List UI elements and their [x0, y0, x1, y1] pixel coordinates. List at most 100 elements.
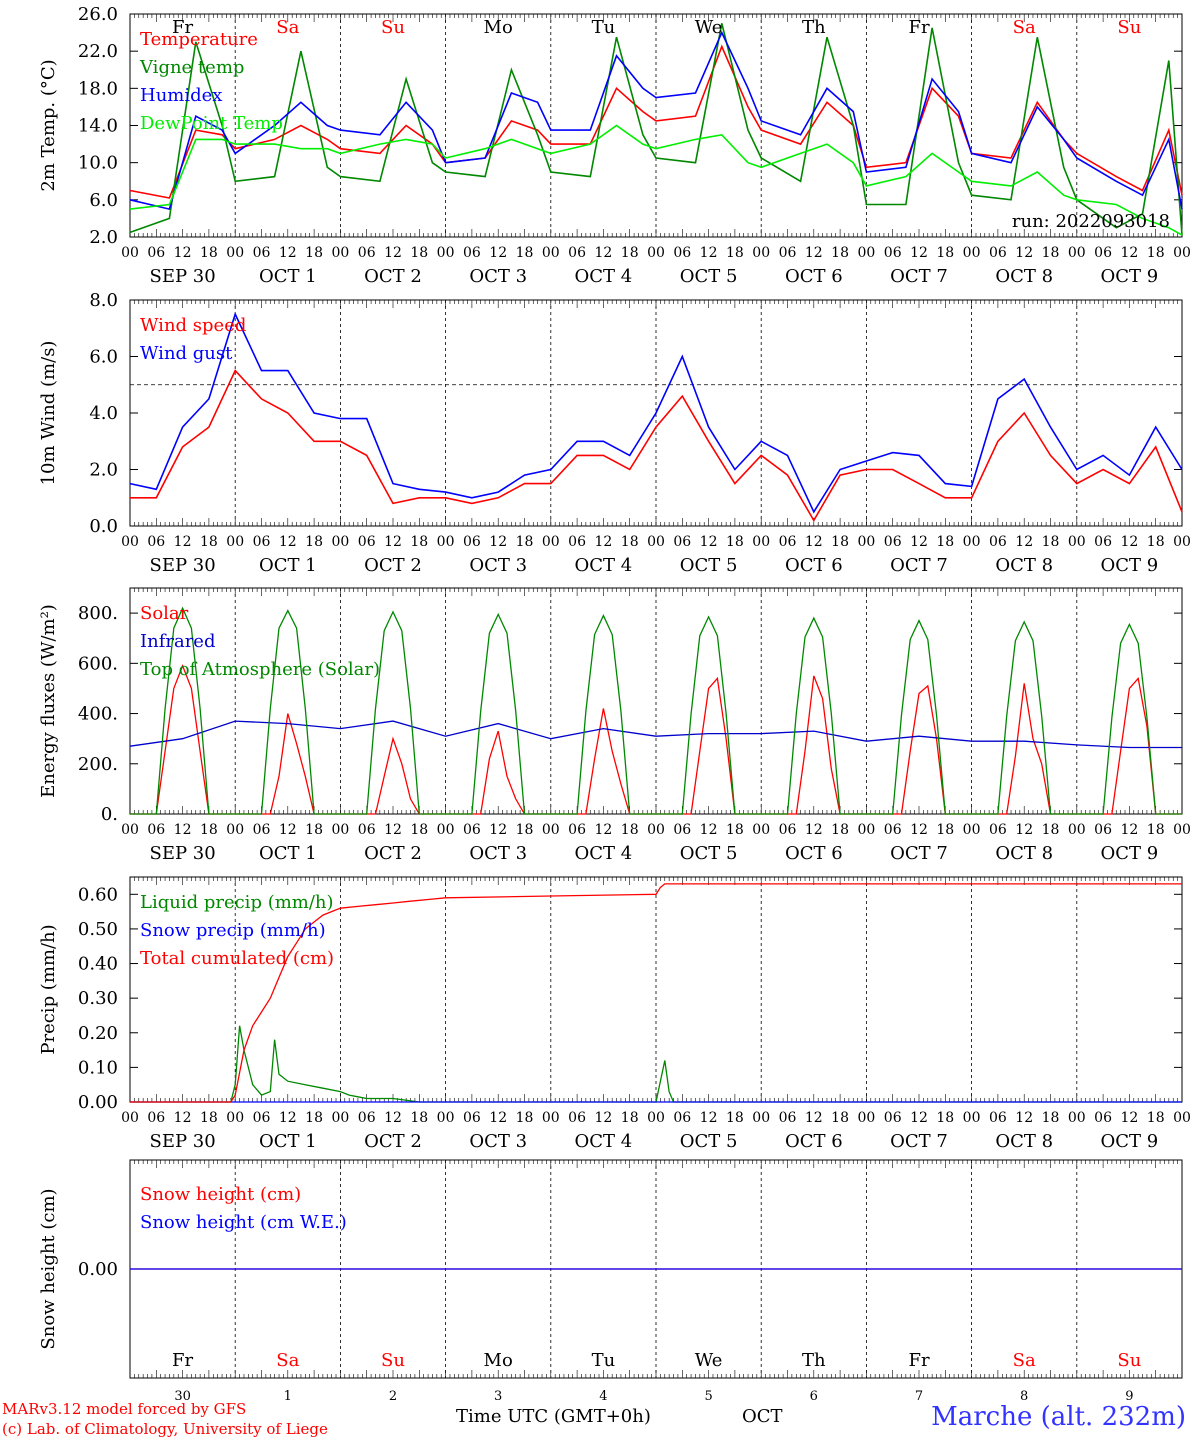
weekday-label: Fr: [908, 17, 929, 38]
x-date-label: OCT 1: [259, 1131, 317, 1152]
x-hour-label: 06: [673, 534, 691, 550]
station-label: Marche (alt. 232m): [931, 1402, 1186, 1432]
series-line: [129, 311, 1183, 514]
x-hour-label: 00: [647, 534, 665, 550]
x-hour-label: 18: [1147, 822, 1165, 838]
x-hour-label: 06: [779, 822, 797, 838]
series-line: [129, 44, 1183, 199]
day-number-label: 5: [704, 1389, 712, 1404]
weekday-label: Su: [381, 1350, 405, 1371]
x-hour-label: 12: [174, 1110, 192, 1126]
legend-entry: Solar: [140, 603, 189, 624]
weekday-label: Sa: [276, 17, 299, 38]
x-hour-label: 00: [1068, 245, 1086, 261]
x-hour-label: 12: [174, 534, 192, 550]
y-tick-label: 14.0: [78, 116, 118, 137]
legend-entry: Snow height (cm W.E.): [140, 1212, 347, 1233]
x-hour-label: 18: [1147, 534, 1165, 550]
y-tick-label: 600.: [78, 653, 118, 674]
x-date-label: OCT 8: [995, 555, 1053, 576]
x-hour-label: 06: [989, 245, 1007, 261]
y-tick-label: 0.60: [78, 884, 118, 905]
y-tick-label: 400.: [78, 704, 118, 725]
x-hour-label: 00: [331, 534, 349, 550]
weekday-label: Th: [802, 1350, 826, 1371]
x-hour-label: 00: [437, 534, 455, 550]
x-hour-label: 18: [410, 1110, 428, 1126]
x-date-label: OCT 1: [259, 555, 317, 576]
day-number-label: 6: [810, 1389, 818, 1404]
x-hour-label: 00: [963, 1110, 981, 1126]
x-hour-label: 12: [384, 534, 402, 550]
legend-entry: Liquid precip (mm/h): [140, 892, 334, 913]
x-hour-label: 06: [1094, 245, 1112, 261]
credit-line-1: MARv3.12 model forced by GFS: [2, 1400, 247, 1418]
x-hour-label: 06: [253, 822, 271, 838]
x-hour-label: 00: [752, 1110, 770, 1126]
x-hour-label: 12: [1120, 534, 1138, 550]
y-tick-label: 200.: [78, 754, 118, 775]
y-tick-label: 2.0: [89, 227, 118, 248]
x-hour-label: 06: [253, 1110, 271, 1126]
weekday-label: Th: [802, 17, 826, 38]
weekday-label: Sa: [276, 1350, 299, 1371]
legend-entry: Snow height (cm): [140, 1184, 301, 1205]
x-hour-label: 00: [647, 245, 665, 261]
series-line: [130, 883, 1182, 1103]
month-label: OCT: [742, 1406, 783, 1427]
x-hour-label: 18: [410, 534, 428, 550]
x-hour-label: 12: [1015, 245, 1033, 261]
x-hour-label: 18: [516, 534, 534, 550]
weekday-label: Fr: [172, 1350, 193, 1371]
x-hour-label: 00: [542, 822, 560, 838]
x-hour-label: 06: [779, 245, 797, 261]
y-tick-label: 0.30: [78, 988, 118, 1009]
x-date-label: OCT 7: [890, 555, 948, 576]
legend-entry: Top of Atmosphere (Solar): [140, 659, 380, 680]
x-hour-label: 18: [1042, 245, 1060, 261]
x-hour-label: 06: [779, 1110, 797, 1126]
x-hour-label: 06: [673, 822, 691, 838]
x-hour-label: 12: [594, 822, 612, 838]
x-hour-label: 06: [1094, 534, 1112, 550]
x-date-label: OCT 5: [680, 555, 738, 576]
x-hour-label: 00: [437, 1110, 455, 1126]
x-hour-label: 00: [963, 822, 981, 838]
x-hour-label: 06: [673, 1110, 691, 1126]
x-hour-label: 18: [305, 822, 323, 838]
x-date-label: OCT 4: [575, 266, 633, 287]
x-hour-label: 06: [884, 245, 902, 261]
x-hour-label: 06: [884, 1110, 902, 1126]
x-date-label: OCT 4: [575, 843, 633, 864]
weekday-label: Tu: [592, 1350, 616, 1371]
x-hour-label: 06: [358, 822, 376, 838]
x-date-label: OCT 7: [890, 843, 948, 864]
y-tick-label: 0.20: [78, 1023, 118, 1044]
weekday-label: We: [695, 1350, 723, 1371]
weekday-label: We: [695, 17, 723, 38]
x-hour-label: 18: [621, 1110, 639, 1126]
series-line: [129, 720, 1182, 749]
x-hour-label: 00: [1173, 1110, 1191, 1126]
day-number-label: 2: [389, 1389, 397, 1404]
x-hour-label: 00: [121, 1110, 139, 1126]
x-date-label: OCT 8: [995, 266, 1053, 287]
x-date-label: SEP 30: [149, 266, 215, 287]
y-tick-label: 0.00: [78, 1259, 118, 1280]
x-hour-label: 12: [1120, 1110, 1138, 1126]
x-hour-label: 00: [1068, 1110, 1086, 1126]
legend-entry: DewPoint Temp: [140, 113, 283, 134]
y-tick-label: 18.0: [78, 78, 118, 99]
day-number-label: 9: [1125, 1389, 1133, 1404]
legend-entry: Snow precip (mm/h): [140, 920, 326, 941]
y-tick-label: 2.0: [89, 460, 118, 481]
y-tick-label: 4.0: [89, 403, 118, 424]
legend-entry: Wind speed: [140, 315, 246, 336]
run-annotation: run: 2022093018: [1012, 211, 1170, 232]
x-date-label: OCT 4: [575, 1131, 633, 1152]
x-hour-label: 18: [936, 1110, 954, 1126]
y-tick-label: 0.40: [78, 954, 118, 975]
x-hour-label: 00: [226, 822, 244, 838]
x-hour-label: 18: [516, 1110, 534, 1126]
